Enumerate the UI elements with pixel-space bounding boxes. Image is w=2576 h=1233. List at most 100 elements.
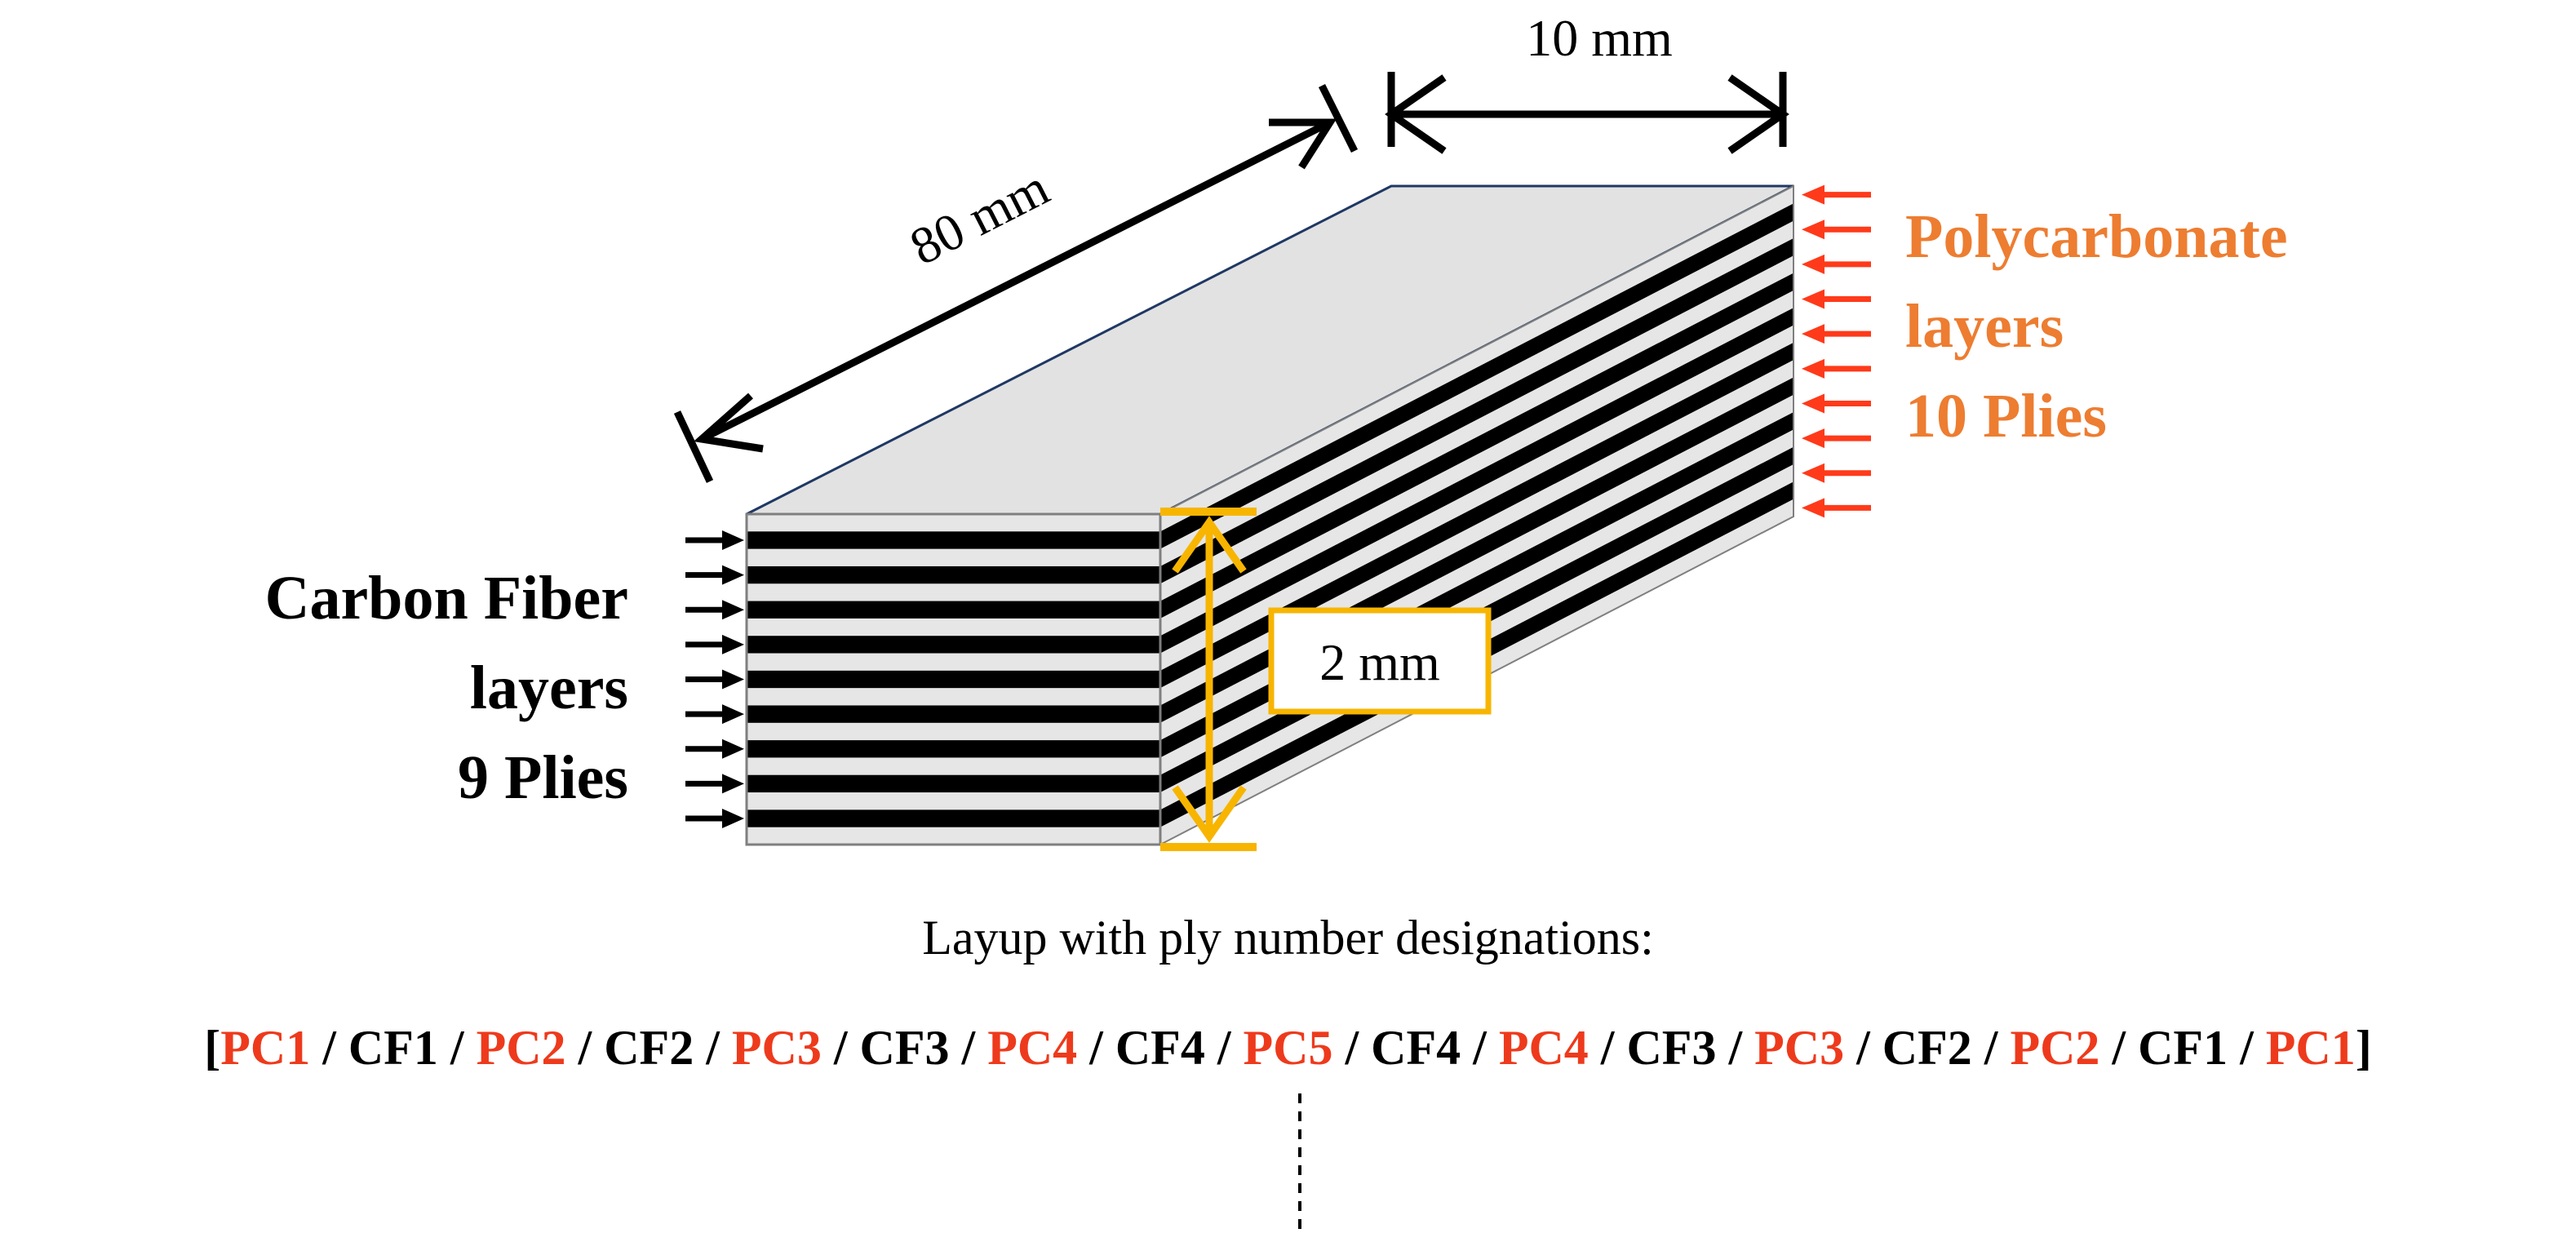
polycarbonate-label-line-3: 10 Plies [1905, 382, 2107, 450]
carbon-fiber-arrow [685, 704, 744, 725]
polycarbonate-arrow [1802, 358, 1871, 379]
laminate-specimen-svg: 80 mm 10 mm 2 mm Carbon Fiber [265, 9, 2288, 851]
side-face-outline [1159, 184, 1794, 846]
layup-separator: / [1971, 1021, 2011, 1075]
polycarbonate-arrow [1802, 220, 1871, 240]
carbon-fiber-ply-front [747, 809, 1160, 828]
carbon-fiber-arrow [685, 809, 744, 829]
polycarbonate-arrow [1802, 289, 1871, 309]
polycarbonate-ply-front [747, 653, 1160, 672]
layup-ply-cf: CF2 [604, 1021, 694, 1075]
layup-separator: / [1716, 1021, 1755, 1075]
thickness-dimension: 2 mm [1160, 508, 1492, 851]
layup-open-bracket: [ [204, 1021, 221, 1075]
polycarbonate-ply-front [747, 827, 1160, 845]
layup-separator: / [1461, 1021, 1499, 1075]
carbon-fiber-arrow [685, 565, 744, 585]
polycarbonate-arrow [1802, 324, 1871, 344]
layup-separator: / [949, 1021, 988, 1075]
polycarbonate-arrow [1802, 498, 1871, 518]
polycarbonate-ply-side [1160, 290, 1793, 636]
polycarbonate-ply-front [747, 722, 1160, 741]
carbon-fiber-label: Carbon Fiber layers 9 Plies [265, 564, 628, 812]
polycarbonate-arrow [1802, 254, 1871, 274]
layup-ply-pc: PC1 [220, 1021, 311, 1075]
layup-ply-pc: PC5 [1243, 1021, 1333, 1075]
layup-ply-pc: PC3 [731, 1021, 822, 1075]
carbon-fiber-ply-side [1160, 203, 1793, 550]
polycarbonate-ply-front [747, 757, 1160, 776]
layup-sequence: [PC1 / CF1 / PC2 / CF2 / PC3 / CF3 / PC4… [0, 1020, 2576, 1076]
carbon-fiber-ply-side [1160, 342, 1793, 689]
layup-ply-cf: CF3 [1626, 1021, 1717, 1075]
layup-ply-pc: PC3 [1754, 1021, 1845, 1075]
polycarbonate-arrows [1802, 184, 1871, 518]
carbon-fiber-ply-front [747, 601, 1160, 619]
carbon-fiber-ply-front [747, 531, 1160, 550]
polycarbonate-ply-side [1160, 255, 1793, 602]
carbon-fiber-label-line-3: 9 Plies [458, 743, 628, 812]
polycarbonate-label: Polycarbonate layers 10 Plies [1905, 202, 2288, 450]
carbon-fiber-label-line-1: Carbon Fiber [265, 564, 628, 632]
polycarbonate-ply-side [1160, 220, 1793, 567]
layup-ply-pc: PC1 [2265, 1021, 2356, 1075]
layup-separator: / [694, 1021, 732, 1075]
polycarbonate-arrow [1802, 393, 1871, 414]
polycarbonate-label-line-1: Polycarbonate [1905, 202, 2288, 271]
polycarbonate-arrow [1802, 184, 1871, 205]
layup-separator: / [437, 1021, 477, 1075]
layup-ply-cf: CF2 [1882, 1021, 1972, 1075]
carbon-fiber-ply-front [747, 565, 1160, 584]
polycarbonate-arrow [1802, 463, 1871, 483]
layup-ply-pc: PC4 [987, 1021, 1078, 1075]
carbon-fiber-arrow [685, 530, 744, 550]
polycarbonate-ply-front [747, 792, 1160, 810]
layup-ply-cf: CF4 [1371, 1021, 1461, 1075]
carbon-fiber-arrow [685, 738, 744, 759]
layup-separator: / [565, 1021, 605, 1075]
layup-ply-cf: CF3 [859, 1021, 950, 1075]
polycarbonate-ply-side [1160, 325, 1793, 672]
carbon-fiber-ply-side [1160, 237, 1793, 584]
length-dimension-label: 80 mm [901, 157, 1057, 276]
layup-separator: / [1332, 1021, 1372, 1075]
carbon-fiber-arrow [685, 600, 744, 620]
carbon-fiber-ply-side [1160, 308, 1793, 654]
width-dimension: 10 mm [1385, 9, 1789, 154]
width-dimension-label: 10 mm [1526, 9, 1673, 67]
carbon-fiber-arrow [685, 634, 744, 654]
carbon-fiber-arrows [685, 530, 744, 829]
layup-close-bracket: ] [2355, 1021, 2372, 1075]
layup-separator: / [310, 1021, 348, 1075]
carbon-fiber-ply-front [747, 774, 1160, 793]
polycarbonate-ply-front [747, 548, 1160, 567]
polycarbonate-ply-front [747, 514, 1160, 532]
carbon-fiber-ply-front [747, 636, 1160, 654]
carbon-fiber-arrow [685, 774, 744, 794]
front-face-layers [747, 514, 1160, 845]
carbon-fiber-ply-front [747, 705, 1160, 724]
layup-ply-cf: CF1 [348, 1021, 438, 1075]
layup-caption: Layup with ply number designations: [922, 911, 1654, 965]
layup-ply-cf: CF1 [2138, 1021, 2228, 1075]
layup-separator: / [2228, 1021, 2266, 1075]
carbon-fiber-ply-front [747, 740, 1160, 758]
polycarbonate-label-line-2: layers [1905, 292, 2064, 361]
carbon-fiber-label-line-2: layers [470, 654, 628, 722]
layup-ply-pc: PC2 [2010, 1021, 2100, 1075]
polycarbonate-ply-side [1160, 186, 1793, 532]
layup-separator: / [821, 1021, 860, 1075]
carbon-fiber-arrow [685, 669, 744, 690]
layup-separator: / [1588, 1021, 1627, 1075]
layup-separator: / [1204, 1021, 1244, 1075]
layup-ply-pc: PC2 [476, 1021, 566, 1075]
carbon-fiber-ply-side [1160, 273, 1793, 619]
layup-separator: / [2099, 1021, 2139, 1075]
polycarbonate-ply-front [747, 618, 1160, 636]
layup-ply-cf: CF4 [1115, 1021, 1205, 1075]
layup-separator: / [1077, 1021, 1115, 1075]
thickness-dimension-label: 2 mm [1319, 633, 1440, 691]
polycarbonate-ply-front [747, 688, 1160, 706]
layup-separator: / [1844, 1021, 1882, 1075]
